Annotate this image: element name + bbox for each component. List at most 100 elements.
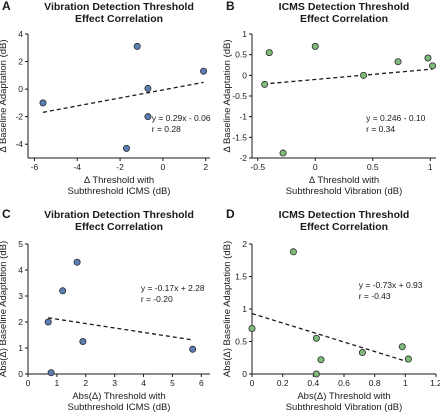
data-point	[44, 318, 52, 326]
panel-label: D	[226, 207, 235, 221]
x-tick-label: -2	[116, 162, 124, 172]
trend-line	[251, 312, 409, 363]
chart-title-line: Effect Correlation	[300, 13, 388, 25]
panel-label: A	[2, 0, 11, 13]
y-tick-label: 0	[242, 369, 247, 379]
data-point	[189, 345, 197, 353]
x-axis-label-line: Abs(Δ) Threshold with	[297, 391, 390, 402]
annotation-line: y = -0.73x + 0.93	[359, 280, 423, 290]
data-point	[200, 67, 208, 75]
data-point	[79, 337, 87, 345]
data-point	[39, 99, 47, 107]
y-tick-label: 1	[18, 343, 23, 353]
data-point	[265, 49, 273, 57]
data-point	[312, 334, 320, 342]
x-tick-label: 4	[141, 378, 146, 388]
y-tick-label: -1.5	[232, 132, 247, 142]
data-point	[133, 42, 141, 50]
x-tick-label: 0.5	[367, 162, 379, 172]
x-tick-label: 0.8	[369, 378, 381, 388]
data-point	[289, 248, 297, 256]
y-tick-label: -1	[239, 112, 247, 122]
panel-label: B	[226, 0, 235, 13]
y-axis-label: Δ Baseline Adaptation (dB)	[0, 39, 9, 152]
annotation-line: r = -0.43	[359, 291, 391, 301]
annotation-line: r = 0.34	[366, 124, 395, 134]
x-tick-label: 0	[250, 378, 255, 388]
x-tick-label: -6	[31, 162, 39, 172]
y-tick-label: -2	[15, 112, 23, 122]
trend-line	[263, 68, 433, 85]
chart-title-line: ICMS Detection Threshold	[279, 209, 410, 221]
annotation-line: y = 0.246 - 0.10	[366, 113, 426, 123]
x-axis-label-line: Subthreshold Vibration (dB)	[286, 186, 403, 197]
y-tick-label: 2	[242, 239, 247, 249]
data-point	[144, 113, 152, 121]
y-tick-label: -2	[239, 153, 247, 163]
x-tick-label: 1	[403, 378, 408, 388]
data-point	[358, 349, 366, 357]
panel-label: C	[2, 207, 11, 221]
y-tick-label: 3	[18, 291, 23, 301]
data-point	[429, 62, 437, 70]
annotation-line: y = 0.29x - 0.06	[152, 113, 211, 123]
x-axis-label-line: Abs(Δ) Threshold with	[72, 391, 165, 402]
data-point	[404, 355, 412, 363]
y-tick-label: -0.5	[232, 91, 247, 101]
data-point	[312, 370, 320, 378]
x-tick-label: 0	[26, 378, 31, 388]
chart-title-line: ICMS Detection Threshold	[279, 1, 410, 13]
chart-title-line: Effect Correlation	[75, 13, 163, 25]
x-axis-label-line: Subthreshold ICMS (dB)	[68, 186, 171, 197]
y-axis-label: Abs(Δ) Baseline Adaptation (dB)	[0, 241, 9, 377]
y-tick-label: 0	[18, 84, 23, 94]
x-axis-label-line: Δ Threshold with	[309, 175, 379, 186]
y-tick-label: 1	[242, 29, 247, 39]
y-tick-label: 2	[18, 317, 23, 327]
x-tick-label: 2	[203, 162, 208, 172]
y-tick-label: 4	[18, 29, 23, 39]
y-tick-label: 0.5	[235, 50, 247, 60]
x-tick-label: 0.2	[277, 378, 289, 388]
data-point	[59, 287, 67, 295]
x-tick-label: 1	[55, 378, 60, 388]
x-tick-label: 2	[83, 378, 88, 388]
data-point	[398, 343, 406, 351]
y-tick-label: -4	[15, 139, 23, 149]
x-tick-label: 3	[112, 378, 117, 388]
y-axis-label: Δ Baseline Adaptation (dB)	[222, 39, 233, 152]
y-tick-label: 0	[18, 369, 23, 379]
x-tick-label: 1.2	[430, 378, 440, 388]
y-tick-label: 2	[18, 57, 23, 67]
data-point	[424, 54, 432, 62]
y-tick-label: 0	[242, 70, 247, 80]
chart-title-line: Effect Correlation	[75, 221, 163, 233]
y-tick-label: 0.5	[235, 337, 247, 347]
data-point	[279, 149, 287, 157]
data-point	[47, 369, 55, 377]
data-point	[144, 84, 152, 92]
x-tick-label: 5	[170, 378, 175, 388]
x-tick-label: 1	[428, 162, 433, 172]
data-point	[122, 144, 130, 152]
x-tick-label: 6	[199, 378, 204, 388]
x-tick-label: 0.4	[307, 378, 319, 388]
chart-title-line: Vibration Detection Threshold	[44, 209, 194, 221]
data-point	[317, 356, 325, 364]
chart-title-line: Effect Correlation	[300, 221, 388, 233]
y-tick-label: 1.5	[235, 272, 247, 282]
chart-title-line: Vibration Detection Threshold	[44, 1, 194, 13]
x-axis-label-line: Subthreshold ICMS (dB)	[68, 402, 171, 413]
annotation-line: r = -0.20	[141, 294, 173, 304]
data-point	[394, 58, 402, 66]
annotation-line: r = 0.28	[152, 124, 181, 134]
data-point	[73, 258, 81, 266]
data-point	[261, 80, 269, 88]
data-point	[248, 324, 256, 332]
x-tick-label: -0.5	[250, 162, 265, 172]
data-point	[360, 71, 368, 79]
